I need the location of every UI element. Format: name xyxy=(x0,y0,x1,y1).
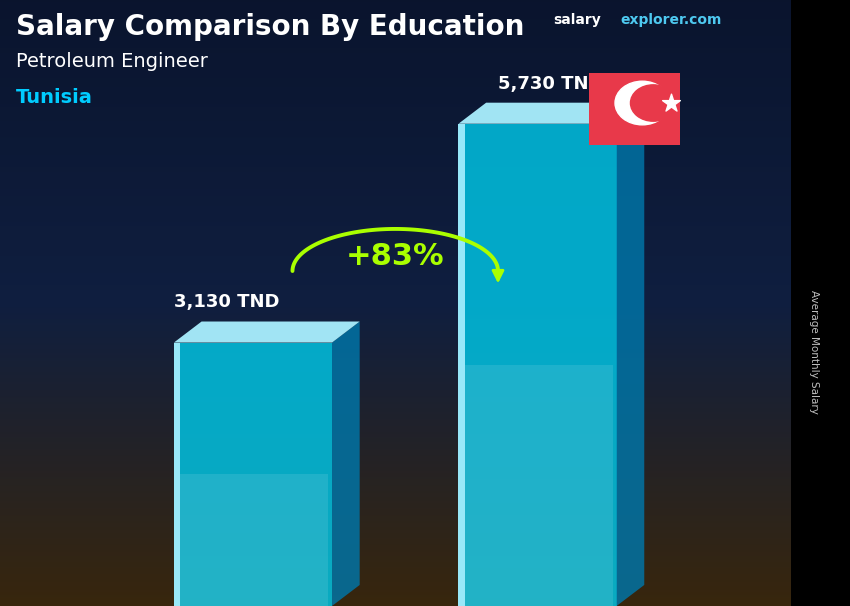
Point xyxy=(665,98,678,108)
Text: Petroleum Engineer: Petroleum Engineer xyxy=(16,52,207,70)
Text: Tunisia: Tunisia xyxy=(16,88,93,107)
Text: +83%: +83% xyxy=(346,242,445,271)
Text: 3,130 TND: 3,130 TND xyxy=(174,293,280,311)
Polygon shape xyxy=(174,342,332,606)
Circle shape xyxy=(631,85,676,121)
Polygon shape xyxy=(332,322,360,606)
Text: explorer.com: explorer.com xyxy=(620,13,722,27)
Polygon shape xyxy=(458,124,465,606)
Polygon shape xyxy=(458,124,616,606)
Text: Salary Comparison By Education: Salary Comparison By Education xyxy=(16,13,524,41)
FancyBboxPatch shape xyxy=(589,73,680,145)
Circle shape xyxy=(615,81,670,125)
Text: Average Monthly Salary: Average Monthly Salary xyxy=(809,290,819,413)
Text: salary: salary xyxy=(553,13,601,27)
Text: 5,730 TND: 5,730 TND xyxy=(498,75,604,93)
Polygon shape xyxy=(180,474,328,606)
Polygon shape xyxy=(174,322,360,342)
Polygon shape xyxy=(465,365,613,606)
Polygon shape xyxy=(616,102,644,606)
Polygon shape xyxy=(458,102,644,124)
Polygon shape xyxy=(174,342,180,606)
